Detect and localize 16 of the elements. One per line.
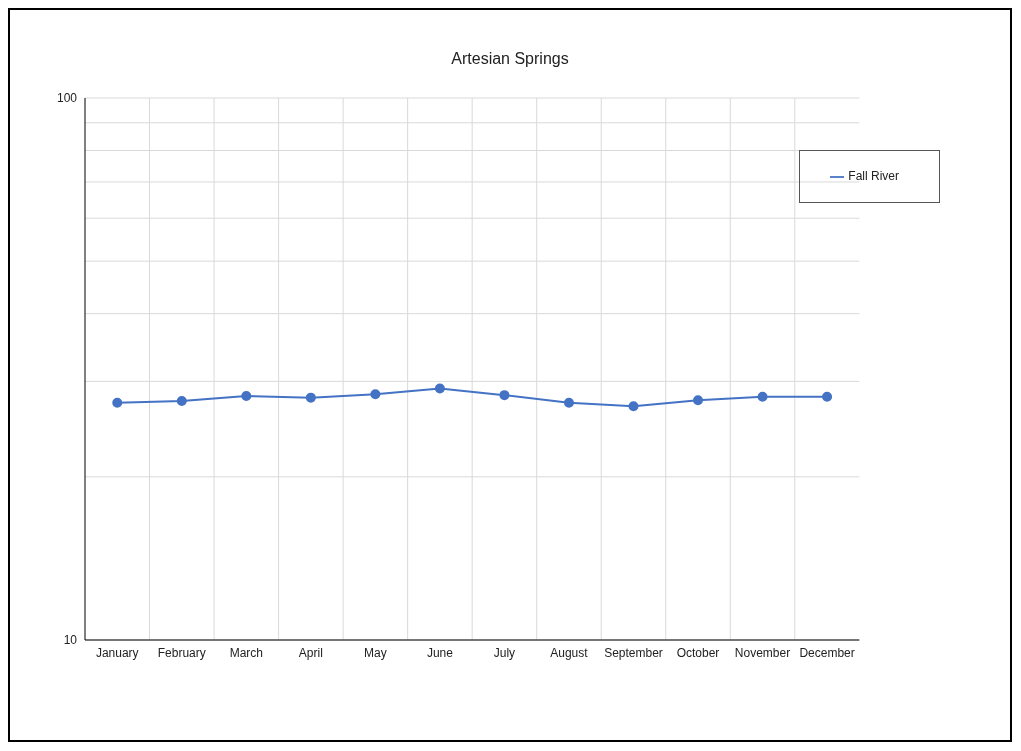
y-tick-label: 100	[56, 91, 78, 106]
x-tick-label: March	[229, 645, 263, 660]
x-tick-label: May	[364, 645, 387, 660]
x-tick-label: June	[426, 645, 454, 660]
x-tick-label: September	[604, 645, 663, 660]
y-tick-label: 10	[63, 633, 78, 648]
x-tick-label: February	[157, 645, 206, 660]
x-tick-label: November	[734, 645, 791, 660]
chart-title: Artesian Springs	[450, 50, 570, 68]
x-tick-label: January	[95, 645, 139, 660]
legend-label: Fall River	[848, 169, 899, 183]
x-tick-label: August	[550, 645, 589, 660]
x-tick-label: July	[493, 645, 516, 660]
x-tick-label: October	[676, 645, 720, 660]
x-tick-label: April	[298, 645, 323, 660]
x-tick-label: December	[799, 645, 855, 660]
